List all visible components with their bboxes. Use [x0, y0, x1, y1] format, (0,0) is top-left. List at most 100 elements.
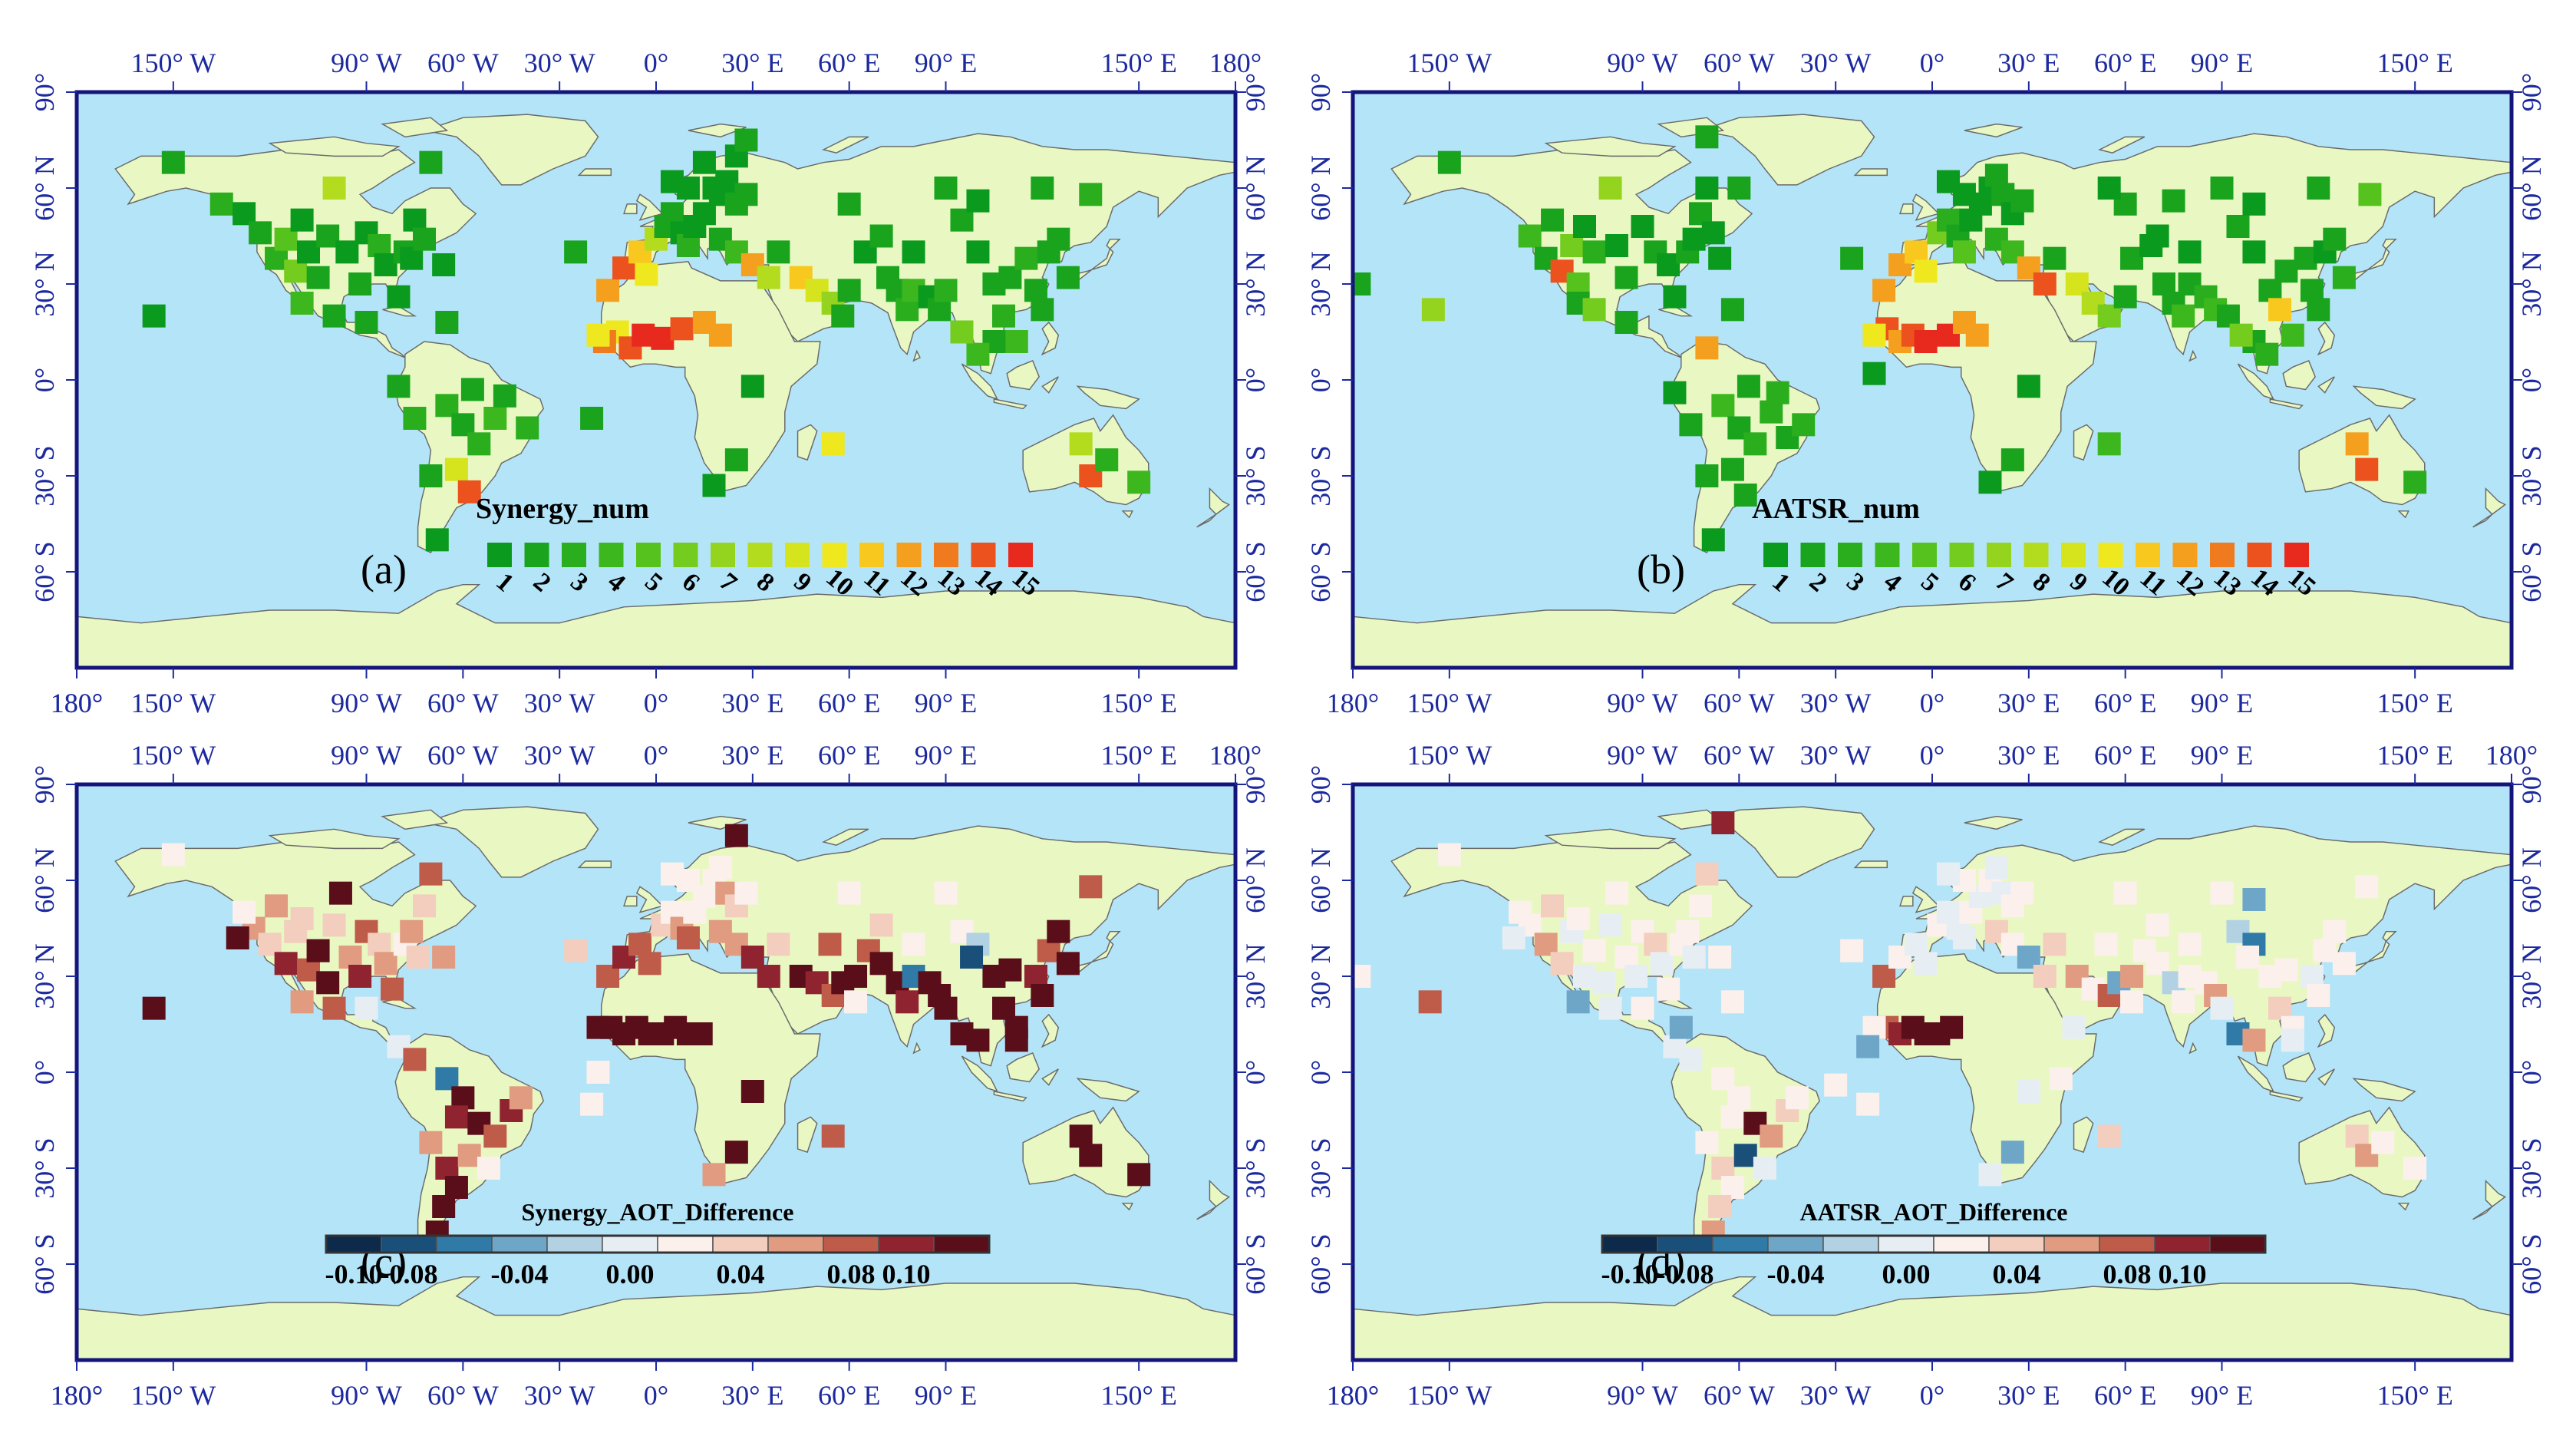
site-marker	[2355, 457, 2379, 481]
site-marker	[335, 240, 359, 264]
site-marker	[2307, 984, 2330, 1007]
site-marker	[2062, 1015, 2086, 1039]
site-marker	[580, 407, 604, 430]
site-marker	[419, 150, 443, 174]
colorbar-segment	[823, 1235, 879, 1253]
site-marker	[355, 311, 378, 334]
site-marker	[1940, 1015, 1964, 1039]
lat-tick-label: 30° N	[1240, 943, 1271, 1009]
lat-tick-label: 60° N	[1305, 847, 1336, 913]
lon-tick-label: 0°	[644, 688, 668, 718]
site-marker	[477, 1157, 500, 1180]
lon-tick-label: 90° W	[1607, 740, 1678, 771]
site-marker	[1695, 336, 1719, 360]
site-marker	[1509, 900, 1532, 924]
site-marker	[2294, 246, 2317, 270]
legend-swatch	[673, 543, 698, 567]
legend-swatch	[2210, 543, 2235, 567]
site-marker	[1682, 946, 1706, 969]
site-marker	[419, 464, 443, 487]
site-marker	[724, 824, 748, 847]
legend-title: AATSR_num	[1752, 493, 1920, 525]
colorbar-segment	[1933, 1235, 1990, 1253]
site-marker	[757, 266, 780, 289]
lon-tick-label: 30° E	[1997, 1380, 2060, 1411]
site-marker	[2281, 1028, 2304, 1052]
site-marker	[290, 208, 314, 232]
lat-tick-label: 60° S	[1305, 1233, 1336, 1294]
site-marker	[1004, 1028, 1028, 1052]
lat-tick-label: 30° S	[29, 445, 60, 506]
site-marker	[767, 933, 790, 956]
site-marker	[1598, 996, 1622, 1020]
site-marker	[2274, 958, 2298, 982]
site-marker	[998, 958, 1022, 982]
site-marker	[1760, 1124, 1783, 1148]
site-marker	[596, 279, 620, 302]
site-marker	[161, 150, 185, 174]
site-marker	[1701, 221, 1725, 245]
site-marker	[2094, 933, 2118, 956]
lon-tick-label: 0°	[644, 740, 668, 771]
lon-tick-label: 60° W	[1704, 740, 1775, 771]
lon-tick-label: 30° W	[524, 688, 595, 718]
lat-tick-label: 60° N	[1240, 155, 1271, 220]
site-marker	[2242, 240, 2266, 264]
site-marker	[1978, 1163, 2002, 1187]
site-marker	[1727, 177, 1751, 200]
site-marker	[2307, 298, 2330, 322]
colorbar-segment	[1767, 1235, 1824, 1253]
lon-tick-label: 60° W	[427, 48, 499, 78]
lat-tick-label: 90°	[1305, 765, 1336, 804]
lon-tick-label: 180°	[1327, 688, 1379, 718]
colorbar-segment	[767, 1235, 824, 1253]
panel-letter: (a)	[361, 546, 407, 593]
lon-tick-label: 150° E	[1100, 48, 1176, 78]
lon-tick-label: 0°	[1920, 1380, 1944, 1411]
lat-tick-label: 30° N	[2516, 251, 2547, 316]
lon-tick-label: 150° E	[2376, 48, 2452, 78]
site-marker	[2236, 946, 2260, 969]
lon-tick-label: 60° E	[2094, 740, 2156, 771]
colorbar-segment	[933, 1235, 990, 1253]
site-marker	[1856, 1035, 1880, 1058]
colorbar-segment	[657, 1235, 714, 1253]
lat-tick-label: 0°	[1305, 1060, 1336, 1084]
site-marker	[740, 375, 764, 398]
colorbar-segment	[602, 1235, 658, 1253]
site-marker	[837, 279, 861, 302]
colorbar-segment	[546, 1235, 603, 1253]
site-marker	[432, 1195, 456, 1218]
site-marker	[322, 996, 346, 1020]
lon-tick-label: 60° W	[427, 688, 499, 718]
colorbar-tick-label: 0.00	[606, 1259, 655, 1289]
site-marker	[2049, 1067, 2073, 1091]
legend-swatch	[747, 543, 773, 567]
site-marker	[1541, 208, 1565, 232]
site-marker	[1663, 381, 1687, 404]
legend-swatch	[934, 543, 958, 567]
lat-tick-label: 0°	[2516, 368, 2547, 392]
site-marker	[1785, 1086, 1809, 1110]
site-marker	[692, 202, 716, 226]
site-marker	[2097, 1124, 2121, 1148]
site-marker	[740, 1080, 764, 1103]
site-marker	[1720, 298, 1744, 322]
lon-tick-label: 150° W	[130, 1380, 216, 1411]
site-marker	[1079, 1144, 1103, 1167]
site-marker	[1079, 875, 1103, 899]
site-marker	[1582, 298, 1606, 322]
site-marker	[297, 240, 320, 264]
site-marker	[432, 253, 456, 276]
site-marker	[425, 528, 449, 552]
colorbar-segment	[2099, 1235, 2155, 1253]
site-marker	[651, 326, 675, 350]
lon-tick-label: 150° W	[1407, 48, 1492, 78]
site-marker	[966, 240, 990, 264]
lon-tick-label: 60° W	[1704, 1380, 1775, 1411]
lat-tick-label: 30° S	[1240, 445, 1271, 506]
site-marker	[2113, 285, 2137, 309]
site-marker	[1056, 952, 1080, 976]
site-marker	[734, 128, 758, 152]
site-marker	[708, 323, 732, 347]
